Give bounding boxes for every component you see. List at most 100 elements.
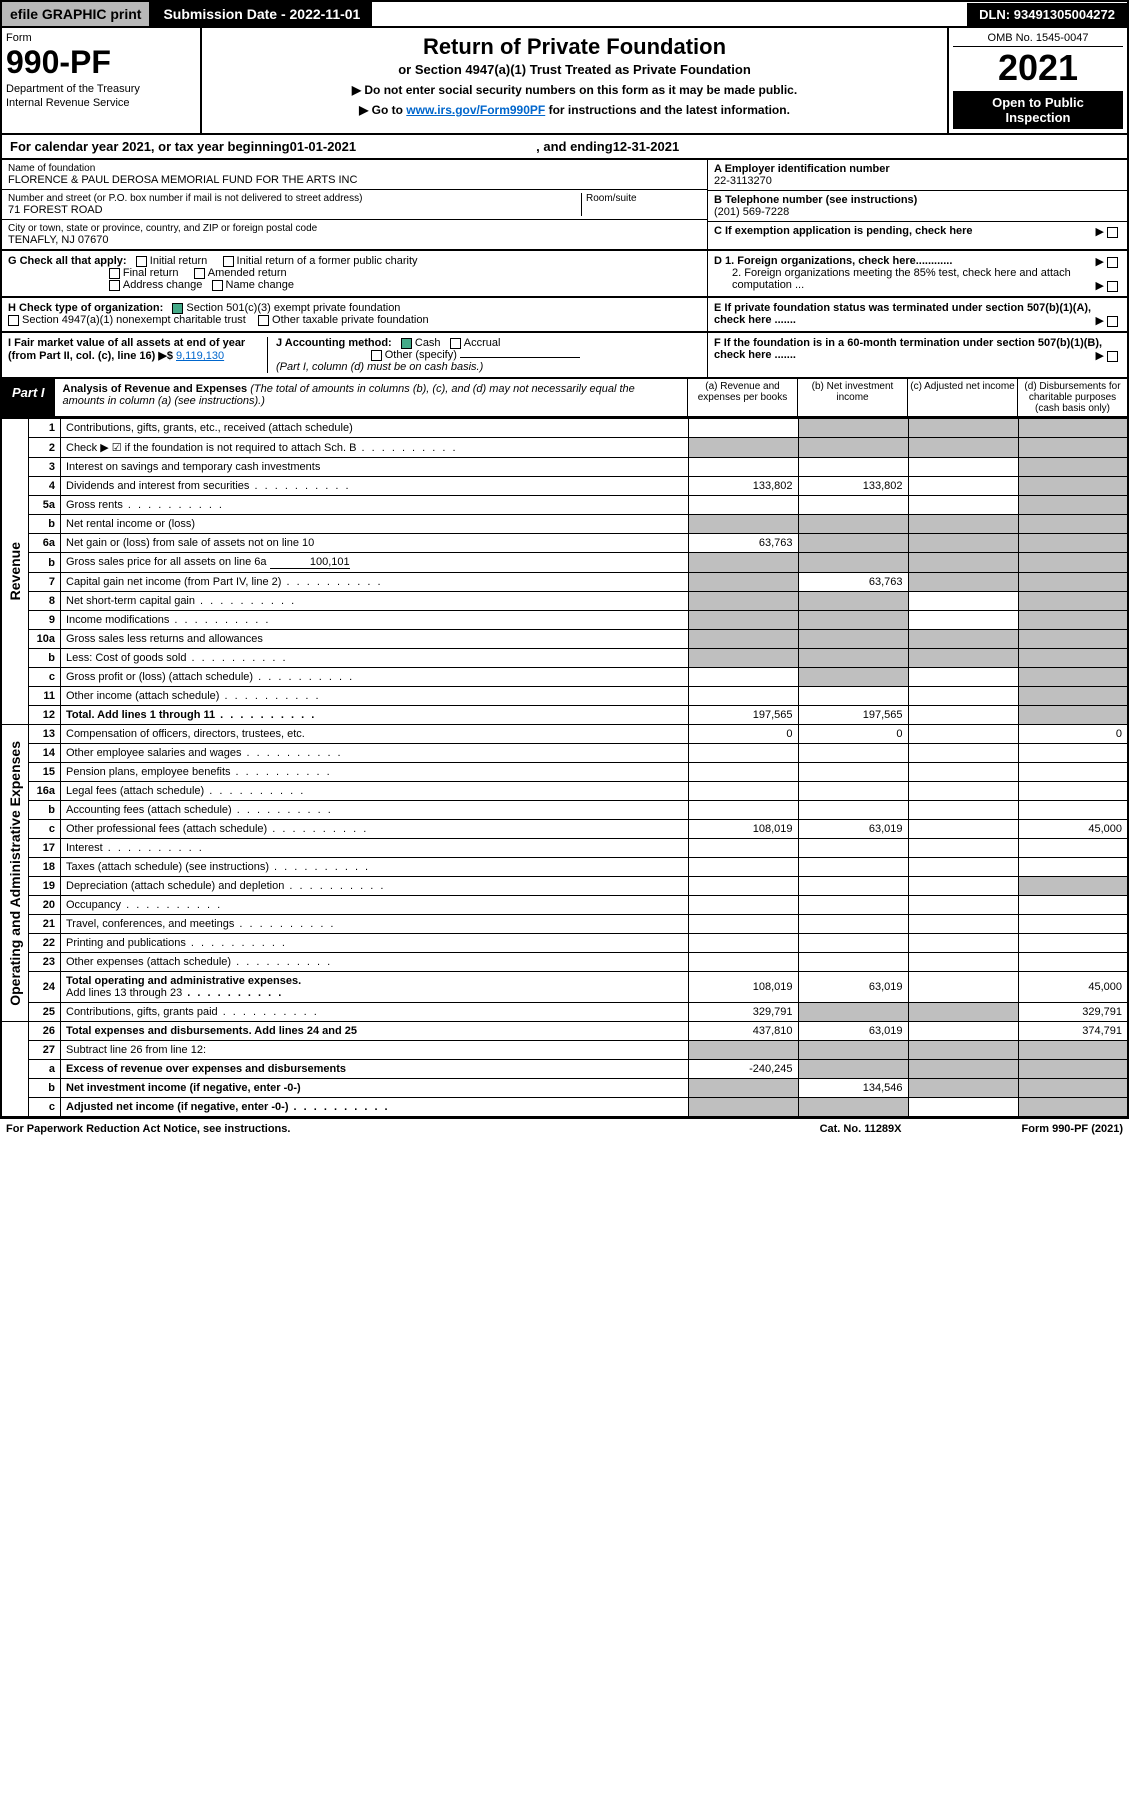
line-23: Other expenses (attach schedule): [61, 953, 689, 972]
line-21: Travel, conferences, and meetings: [61, 915, 689, 934]
line-25: Contributions, gifts, grants paid: [61, 1003, 689, 1022]
j-accrual[interactable]: [450, 338, 461, 349]
line-5b: Net rental income or (loss): [61, 515, 689, 534]
part1-table: Revenue 1Contributions, gifts, grants, e…: [0, 418, 1129, 1118]
line-1: Contributions, gifts, grants, etc., rece…: [61, 419, 689, 438]
g-initial-return[interactable]: [136, 256, 147, 267]
col-b-header: (b) Net investment income: [797, 379, 907, 416]
col-a-header: (a) Revenue and expenses per books: [687, 379, 797, 416]
line-2: Check ▶ ☑ if the foundation is not requi…: [61, 438, 689, 458]
form-number: 990-PF: [6, 44, 196, 81]
j-note: (Part I, column (d) must be on cash basi…: [276, 361, 483, 373]
city-label: City or town, state or province, country…: [8, 223, 701, 234]
h-4947[interactable]: [8, 315, 19, 326]
j-cash[interactable]: [401, 338, 412, 349]
irs-link[interactable]: www.irs.gov/Form990PF: [406, 103, 545, 117]
line-27c: Adjusted net income (if negative, enter …: [61, 1098, 689, 1118]
e-checkbox[interactable]: [1107, 316, 1118, 327]
line-19: Depreciation (attach schedule) and deple…: [61, 877, 689, 896]
topbar: efile GRAPHIC print Submission Date - 20…: [0, 0, 1129, 28]
line-7: Capital gain net income (from Part IV, l…: [61, 573, 689, 592]
h-label: H Check type of organization:: [8, 302, 163, 314]
form-title: Return of Private Foundation: [208, 34, 941, 60]
line-13: Compensation of officers, directors, tru…: [61, 725, 689, 744]
open-public: Open to PublicInspection: [953, 91, 1123, 129]
calendar-year-row: For calendar year 2021, or tax year begi…: [0, 135, 1129, 160]
foundation-name: FLORENCE & PAUL DEROSA MEMORIAL FUND FOR…: [8, 174, 701, 186]
part1-label: Part I: [2, 379, 55, 416]
line-4: Dividends and interest from securities: [61, 477, 689, 496]
j-label: J Accounting method:: [276, 337, 392, 349]
name-label: Name of foundation: [8, 163, 701, 174]
form-subtitle: or Section 4947(a)(1) Trust Treated as P…: [208, 62, 941, 77]
part1-title: Analysis of Revenue and Expenses: [63, 383, 248, 395]
line-3: Interest on savings and temporary cash i…: [61, 458, 689, 477]
line-5a: Gross rents: [61, 496, 689, 515]
f-label: F If the foundation is in a 60-month ter…: [714, 337, 1102, 361]
line-14: Other employee salaries and wages: [61, 744, 689, 763]
cat-no: Cat. No. 11289X: [820, 1123, 902, 1135]
line-27b: Net investment income (if negative, ente…: [61, 1079, 689, 1098]
form-note2: ▶ Go to www.irs.gov/Form990PF for instru…: [208, 103, 941, 117]
form-header: Form 990-PF Department of the Treasury I…: [0, 28, 1129, 135]
line-10a: Gross sales less returns and allowances: [61, 630, 689, 649]
addr-label: Number and street (or P.O. box number if…: [8, 193, 581, 204]
h-other-taxable[interactable]: [258, 315, 269, 326]
h-501c3[interactable]: [172, 303, 183, 314]
line-15: Pension plans, employee benefits: [61, 763, 689, 782]
line-18: Taxes (attach schedule) (see instruction…: [61, 858, 689, 877]
e-label: E If private foundation status was termi…: [714, 302, 1091, 326]
d1-checkbox[interactable]: [1107, 257, 1118, 268]
g-address-change[interactable]: [109, 280, 120, 291]
dln: DLN: 93491305004272: [967, 3, 1127, 26]
efile-print-label[interactable]: efile GRAPHIC print: [2, 2, 149, 26]
g-amended[interactable]: [194, 268, 205, 279]
dept-treasury: Department of the Treasury: [6, 83, 196, 95]
paperwork-notice: For Paperwork Reduction Act Notice, see …: [6, 1123, 290, 1135]
ij-row: I Fair market value of all assets at end…: [0, 333, 1129, 379]
line-16c: Other professional fees (attach schedule…: [61, 820, 689, 839]
g-final-return[interactable]: [109, 268, 120, 279]
line-20: Occupancy: [61, 896, 689, 915]
omb-number: OMB No. 1545-0047: [953, 32, 1123, 47]
form-label: Form: [6, 32, 196, 44]
tax-year: 2021: [953, 47, 1123, 89]
line-10b: Less: Cost of goods sold: [61, 649, 689, 668]
line-12: Total. Add lines 1 through 11: [61, 706, 689, 725]
i-value[interactable]: 9,119,130: [176, 350, 224, 362]
part1-header: Part I Analysis of Revenue and Expenses …: [0, 379, 1129, 418]
ein-label: A Employer identification number: [714, 163, 1121, 175]
g-label: G Check all that apply:: [8, 255, 127, 267]
line-16b: Accounting fees (attach schedule): [61, 801, 689, 820]
d1-label: D 1. Foreign organizations, check here..…: [714, 255, 952, 267]
f-checkbox[interactable]: [1107, 351, 1118, 362]
line-27a: Excess of revenue over expenses and disb…: [61, 1060, 689, 1079]
city-state-zip: TENAFLY, NJ 07670: [8, 234, 701, 246]
entity-info: Name of foundation FLORENCE & PAUL DEROS…: [0, 160, 1129, 251]
line-26: Total expenses and disbursements. Add li…: [61, 1022, 689, 1041]
h-row: H Check type of organization: Section 50…: [0, 298, 1129, 333]
line-11: Other income (attach schedule): [61, 687, 689, 706]
g-row: G Check all that apply: Initial return I…: [0, 251, 1129, 298]
line-17: Interest: [61, 839, 689, 858]
j-other[interactable]: [371, 350, 382, 361]
line-10c: Gross profit or (loss) (attach schedule): [61, 668, 689, 687]
expenses-side-label: Operating and Administrative Expenses: [7, 741, 23, 1006]
dept-irs: Internal Revenue Service: [6, 97, 196, 109]
g-initial-former[interactable]: [223, 256, 234, 267]
col-c-header: (c) Adjusted net income: [907, 379, 1017, 416]
line-22: Printing and publications: [61, 934, 689, 953]
form-ref: Form 990-PF (2021): [1022, 1123, 1123, 1135]
d2-checkbox[interactable]: [1107, 281, 1118, 292]
footer: For Paperwork Reduction Act Notice, see …: [0, 1118, 1129, 1139]
form-note1: ▶ Do not enter social security numbers o…: [208, 83, 941, 97]
g-name-change[interactable]: [212, 280, 223, 291]
phone-value: (201) 569-7228: [714, 206, 1121, 218]
c-label: C If exemption application is pending, c…: [714, 225, 973, 237]
c-checkbox[interactable]: [1107, 227, 1118, 238]
ein-value: 22-3113270: [714, 175, 1121, 187]
line-6b: Gross sales price for all assets on line…: [61, 553, 689, 573]
phone-label: B Telephone number (see instructions): [714, 194, 1121, 206]
col-d-header: (d) Disbursements for charitable purpose…: [1017, 379, 1127, 416]
line-16a: Legal fees (attach schedule): [61, 782, 689, 801]
